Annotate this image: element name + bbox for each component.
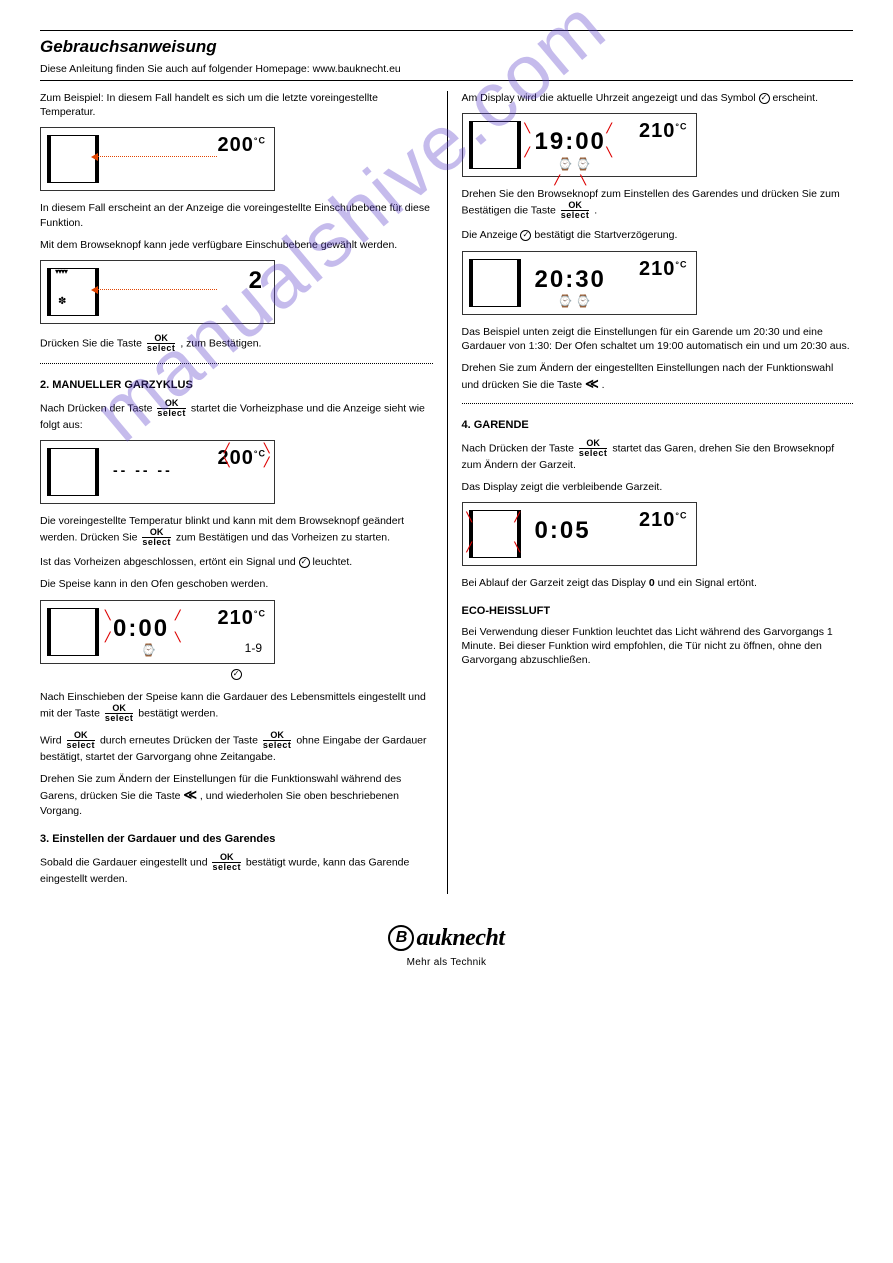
display-1900: 19:00 210°C ⌚ ⌚ ╲╱ ╱╲ ╱╲ — [462, 113, 697, 177]
display-005: 0:05 210°C ╲╱ ╱╲ — [462, 502, 697, 566]
clock-below-box — [40, 668, 433, 682]
section-4-head: 4. GARENDE — [462, 418, 854, 433]
fan-icon: ✽ — [58, 295, 66, 309]
left-para10: Sobald die Gardauer eingestellt und best… — [40, 853, 433, 886]
oven-box-icon — [469, 510, 521, 558]
right-column: Am Display wird die aktuelle Uhrzeit ang… — [447, 91, 854, 894]
double-arrow-icon: ≪ — [183, 787, 197, 802]
display-level-2: ▾▾▾▾ ✽ 2 — [40, 260, 275, 324]
clock-check-icon — [520, 230, 531, 241]
range-text: 1-9 — [245, 640, 262, 656]
brand-tagline: Mehr als Technik — [40, 956, 853, 970]
ok-select-icon — [579, 439, 608, 458]
dotted-arrow-icon — [97, 156, 217, 157]
double-arrow-icon: ≪ — [585, 376, 599, 391]
right-para5: Drehen Sie zum Ändern der eingestellten … — [462, 361, 854, 393]
left-column: Zum Beispiel: In diesem Fall handelt es … — [40, 91, 447, 894]
clock-sub-icon: ⌚ — [141, 642, 156, 658]
right-para1: Am Display wird die aktuelle Uhrzeit ang… — [462, 91, 854, 105]
right-para7: Das Display zeigt die verbleibende Garze… — [462, 480, 854, 494]
right-para3: Die Anzeige bestätigt die Startverzögeru… — [462, 228, 854, 242]
left-intro: Zum Beispiel: In diesem Fall handelt es … — [40, 91, 433, 119]
dotted-arrow-icon — [97, 289, 217, 290]
eco-head: ECO-HEISSLUFT — [462, 604, 854, 619]
section-2-head: 2. MANUELLER GARZYKLUS — [40, 378, 433, 393]
left-para4: Die voreingestellte Temperatur blinkt un… — [40, 514, 433, 547]
clock-sub-icons: ⌚ ⌚ — [558, 293, 591, 309]
left-para2: Drücken Sie die Taste , zum Bestätigen. — [40, 334, 433, 353]
clock-digits: -- -- -- — [113, 461, 173, 480]
display-000-210: 0:00 210°C ⌚ 1-9 ╲╱ ╱╲ — [40, 600, 275, 664]
display-2030: 20:30 210°C ⌚ ⌚ — [462, 251, 697, 315]
right-para8: Bei Ablauf der Garzeit zeigt das Display… — [462, 576, 854, 590]
left-para6: Die Speise kann in den Ofen geschoben we… — [40, 577, 433, 591]
dotted-rule — [40, 363, 433, 364]
display-200c: 200°C — [40, 127, 275, 191]
left-para1b: Mit dem Browseknopf kann jede verfügbare… — [40, 238, 433, 252]
left-para1a: In diesem Fall erscheint an der Anzeige … — [40, 201, 433, 229]
ok-select-icon — [263, 731, 292, 750]
left-para9: Drehen Sie zum Ändern der Einstellungen … — [40, 772, 433, 818]
section-3-head: 3. Einstellen der Gardauer und des Garen… — [40, 832, 433, 847]
brand-logo: B auknecht — [388, 922, 504, 954]
temp-value: 210°C — [639, 118, 687, 145]
clock-sub-icons: ⌚ ⌚ — [558, 156, 591, 172]
brand-name: auknecht — [416, 922, 504, 954]
top-elements-icon: ▾▾▾▾ — [55, 267, 91, 278]
oven-box-icon — [47, 608, 99, 656]
dotted-rule — [462, 403, 854, 404]
ok-select-icon — [67, 731, 96, 750]
ok-select-icon — [157, 399, 186, 418]
ok-select-icon — [212, 853, 241, 872]
temp-value: 210°C — [218, 605, 266, 632]
eco-body: Bei Verwendung dieser Funktion leuchtet … — [462, 625, 854, 668]
level-value: 2 — [249, 265, 262, 297]
right-para6: Nach Drücken der Taste startet das Garen… — [462, 439, 854, 472]
display-preheat: -- -- -- 200°C ╱╲ ╲╱ — [40, 440, 275, 504]
temp-value: 210°C — [639, 507, 687, 534]
clock-digits: 0:05 — [535, 515, 591, 547]
clock-check-icon — [231, 669, 242, 680]
footer: B auknecht Mehr als Technik — [40, 922, 853, 970]
right-para4: Das Beispiel unten zeigt die Einstellung… — [462, 325, 854, 353]
header-note: Diese Anleitung finden Sie auch auf folg… — [40, 62, 853, 81]
oven-box-icon — [47, 448, 99, 496]
left-para7: Nach Einschieben der Speise kann die Gar… — [40, 690, 433, 723]
clock-digits: 0:00 — [113, 613, 169, 645]
zero-value: 0 — [649, 577, 655, 589]
oven-box-icon — [469, 259, 521, 307]
oven-box-icon — [469, 121, 521, 169]
clock-digits: 19:00 — [535, 126, 606, 158]
brand-initial-icon: B — [388, 925, 414, 951]
page-title: Gebrauchsanweisung — [40, 36, 853, 59]
left-para5: Ist das Vorheizen abgeschlossen, ertönt … — [40, 555, 433, 569]
ok-select-icon — [142, 528, 171, 547]
temp-value: 210°C — [639, 256, 687, 283]
left-para3: Nach Drücken der Taste startet die Vorhe… — [40, 399, 433, 432]
ok-select-icon — [561, 201, 590, 220]
clock-check-icon — [759, 93, 770, 104]
ok-select-icon — [147, 334, 176, 353]
clock-check-icon — [299, 557, 310, 568]
content-columns: Zum Beispiel: In diesem Fall handelt es … — [40, 91, 853, 894]
clock-digits: 20:30 — [535, 264, 606, 296]
top-rule: Gebrauchsanweisung Diese Anleitung finde… — [40, 30, 853, 81]
ok-select-icon — [105, 704, 134, 723]
left-para8: Wird durch erneutes Drücken der Taste oh… — [40, 731, 433, 764]
temp-value: 200°C — [218, 132, 266, 159]
right-para2: Drehen Sie den Browseknopf zum Einstelle… — [462, 187, 854, 220]
